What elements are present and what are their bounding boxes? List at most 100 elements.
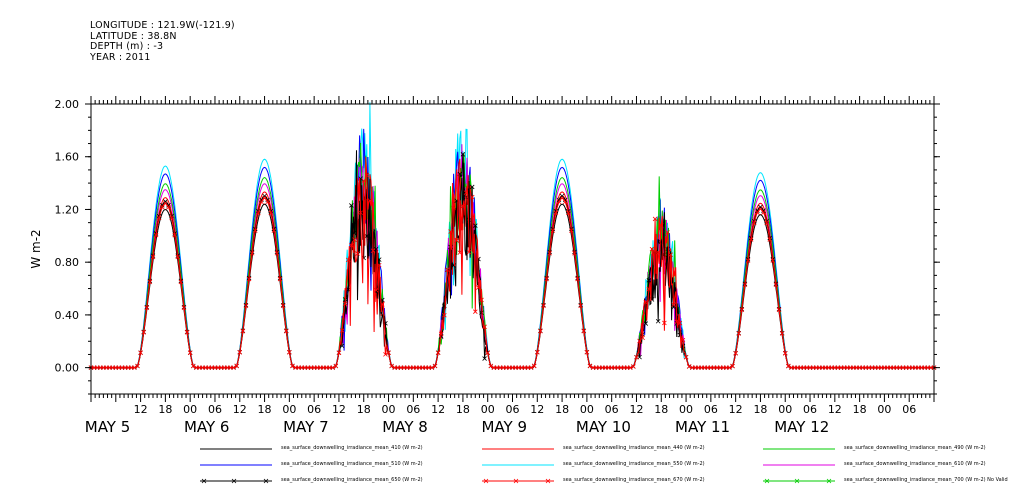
series-marker bbox=[156, 215, 162, 221]
x-day-label: MAY 12 bbox=[774, 418, 829, 436]
series-marker bbox=[755, 208, 760, 213]
series-marker bbox=[646, 286, 652, 292]
legend-item: sea_surface_downwelling_irradiance_mean_… bbox=[482, 475, 752, 489]
series-marker bbox=[249, 250, 255, 256]
series-marker bbox=[643, 321, 649, 326]
series-marker bbox=[445, 267, 450, 273]
series-line bbox=[91, 154, 934, 369]
series-marker bbox=[538, 328, 543, 334]
series-marker bbox=[541, 303, 546, 309]
series-marker bbox=[448, 229, 453, 234]
series-marker bbox=[243, 303, 249, 309]
y-tick-label: 0.80 bbox=[55, 256, 80, 269]
latitude-label: LATITUDE : 38.8N bbox=[90, 30, 177, 42]
series-marker bbox=[339, 328, 345, 333]
series-marker bbox=[435, 350, 441, 356]
series-marker bbox=[172, 232, 177, 238]
series-marker bbox=[581, 328, 587, 334]
series-marker bbox=[776, 307, 782, 313]
series-marker bbox=[668, 252, 673, 257]
x-hour-label: 00 bbox=[778, 403, 792, 416]
x-hour-label: 18 bbox=[258, 403, 272, 416]
series-line bbox=[91, 102, 934, 369]
x-hour-label: 18 bbox=[753, 403, 767, 416]
x-hour-label: 00 bbox=[877, 403, 891, 416]
series-line bbox=[91, 150, 934, 369]
x-hour-label: 06 bbox=[307, 403, 321, 416]
series-layer bbox=[88, 102, 937, 370]
series-marker bbox=[476, 256, 481, 262]
series-marker bbox=[333, 363, 339, 369]
legend-label: sea_surface_downwelling_irradiance_mean_… bbox=[563, 461, 705, 467]
series-marker bbox=[535, 350, 540, 355]
series-marker bbox=[643, 299, 649, 305]
series-marker bbox=[364, 233, 370, 239]
series-marker bbox=[352, 237, 357, 242]
series-marker bbox=[739, 307, 745, 313]
x-hour-label: 00 bbox=[481, 403, 495, 416]
x-day-label: MAY 5 bbox=[85, 418, 131, 436]
series-marker bbox=[367, 235, 373, 241]
series-marker bbox=[751, 220, 757, 226]
legend-swatch bbox=[482, 464, 554, 466]
series-marker bbox=[429, 365, 435, 370]
series-marker bbox=[370, 248, 376, 254]
x-day-label: MAY 11 bbox=[675, 418, 730, 436]
series-marker bbox=[652, 216, 658, 222]
legend-swatch bbox=[482, 448, 554, 450]
x-day-label: MAY 10 bbox=[576, 418, 631, 436]
series-marker bbox=[761, 210, 766, 215]
x-day-label: MAY 9 bbox=[481, 418, 527, 436]
series-marker bbox=[584, 350, 590, 355]
series-marker bbox=[627, 365, 633, 370]
series-marker bbox=[640, 335, 645, 341]
series-marker bbox=[373, 287, 379, 293]
series-marker bbox=[274, 250, 280, 256]
series-marker bbox=[166, 204, 171, 210]
x-day-label: MAY 7 bbox=[283, 418, 329, 436]
series-marker bbox=[758, 204, 763, 210]
series-marker bbox=[559, 193, 565, 199]
series-marker bbox=[531, 363, 537, 369]
y-tick-label: 2.00 bbox=[55, 98, 80, 111]
series-marker bbox=[367, 198, 373, 203]
legend-item: sea_surface_downwelling_irradiance_mean_… bbox=[763, 459, 1009, 473]
series-marker bbox=[163, 199, 168, 204]
series-marker bbox=[572, 250, 577, 256]
series-marker bbox=[166, 203, 171, 208]
series-marker bbox=[779, 331, 785, 336]
legend-label: sea_surface_downwelling_irradiance_mean_… bbox=[281, 445, 423, 451]
series-marker bbox=[342, 301, 348, 306]
series-marker bbox=[460, 204, 466, 209]
series-marker bbox=[287, 350, 292, 355]
x-hour-label: 00 bbox=[282, 403, 296, 416]
series-marker bbox=[649, 246, 655, 252]
series-marker bbox=[562, 197, 568, 203]
legend-label: sea_surface_downwelling_irradiance_mean_… bbox=[563, 445, 705, 451]
irradiance-chart: 0.00 0.40 0.80 1.20 1.60 2.00 W m-2 12 18 00 06 12 1… bbox=[29, 96, 940, 436]
series-marker bbox=[473, 223, 478, 228]
x-hour-label: 18 bbox=[654, 403, 668, 416]
series-marker bbox=[736, 331, 742, 336]
series-marker bbox=[352, 230, 357, 236]
series-marker bbox=[569, 228, 574, 233]
series-marker bbox=[277, 276, 283, 282]
axis-labels: 0.00 0.40 0.80 1.20 1.60 2.00 W m-2 12 18 00 06 12 1… bbox=[29, 98, 916, 436]
x-hour-label: 12 bbox=[828, 403, 842, 416]
series-marker bbox=[438, 331, 444, 337]
series-marker bbox=[786, 363, 791, 369]
series-marker bbox=[479, 310, 484, 315]
series-marker bbox=[733, 351, 738, 356]
x-hour-label: 18 bbox=[456, 403, 470, 416]
series-marker bbox=[566, 210, 571, 216]
series-marker bbox=[457, 250, 463, 255]
x-hour-label: 06 bbox=[406, 403, 420, 416]
series-marker bbox=[671, 302, 676, 307]
x-hour-label: 00 bbox=[580, 403, 594, 416]
series-marker bbox=[330, 365, 336, 370]
x-hour-label: 12 bbox=[729, 403, 743, 416]
series-marker bbox=[488, 363, 494, 369]
legend-label: sea_surface_downwelling_irradiance_mean_… bbox=[281, 477, 423, 483]
x-hour-label: 18 bbox=[853, 403, 867, 416]
x-hour-label: 06 bbox=[506, 403, 520, 416]
